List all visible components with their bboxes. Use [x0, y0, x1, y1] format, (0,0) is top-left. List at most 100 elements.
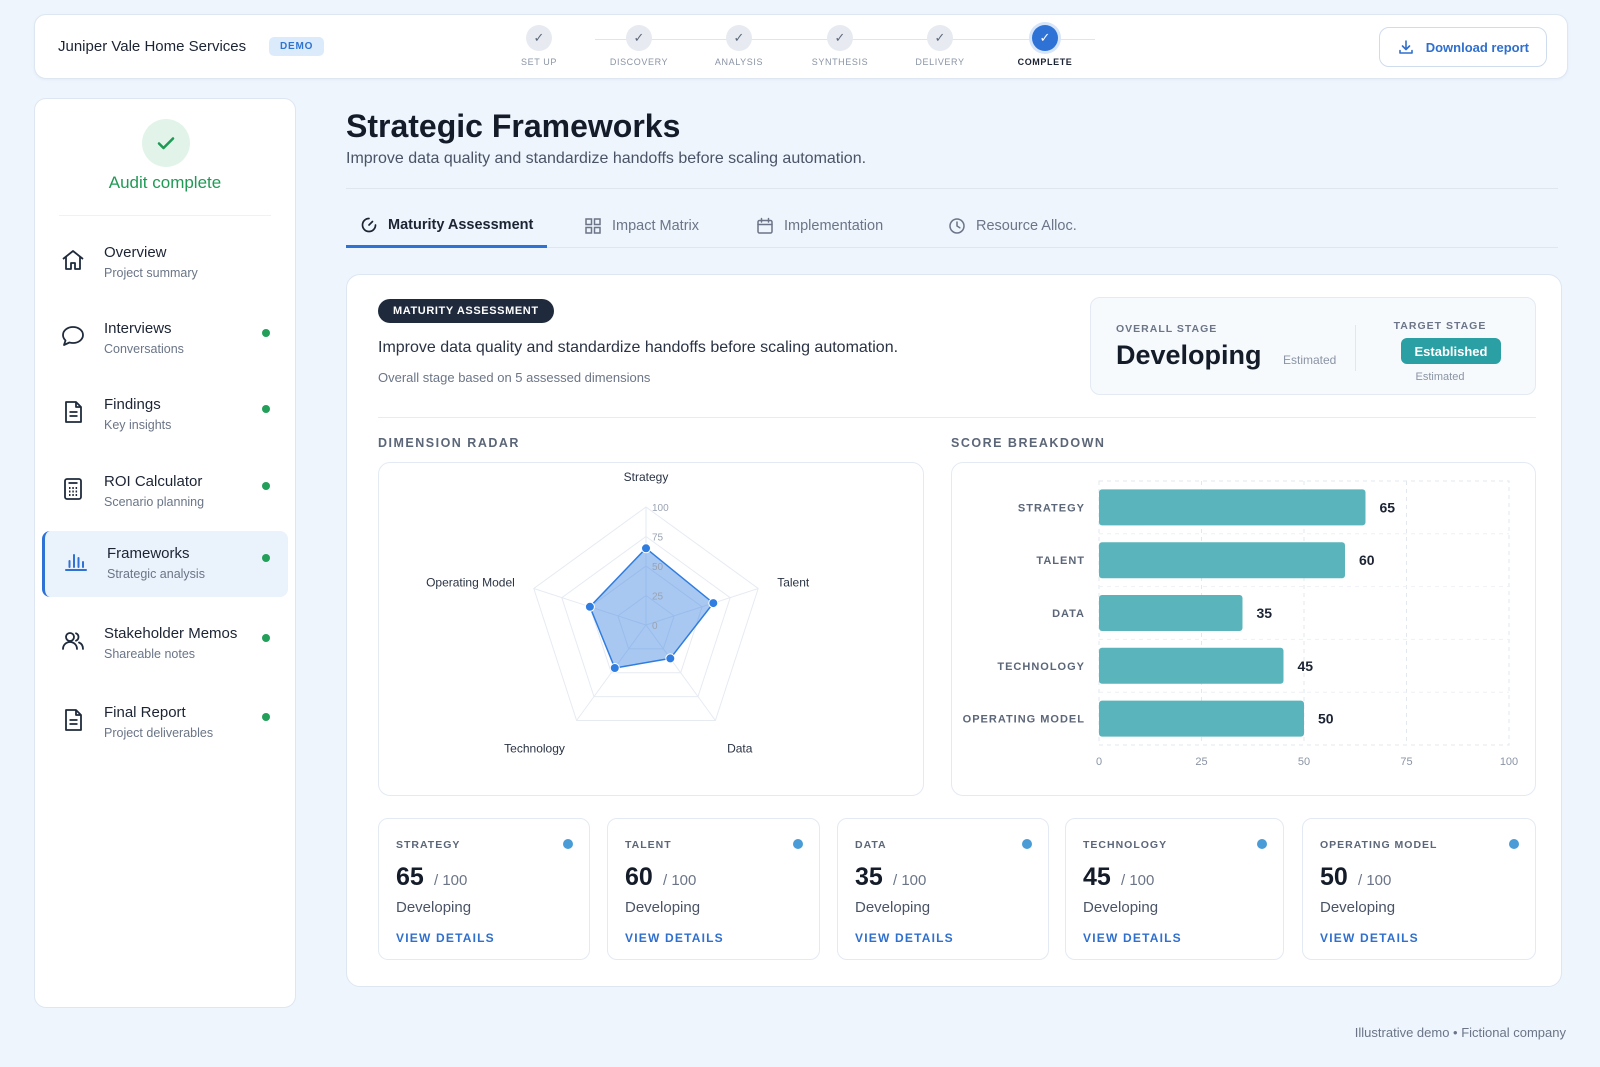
maturity-card: MATURITY ASSESSMENT Improve data quality… — [346, 274, 1562, 987]
step-setup[interactable]: ✓ SET UP — [494, 25, 584, 67]
sidebar-item-subtitle: Shareable notes — [104, 647, 196, 661]
radar-tick-label: 25 — [652, 592, 664, 603]
overall-stage-value: Developing — [1116, 340, 1262, 370]
target-stage-label: TARGET STAGE — [1393, 320, 1487, 332]
view-details-link[interactable]: VIEW DETAILS — [625, 931, 724, 945]
sidebar-item-subtitle: Strategic analysis — [107, 567, 205, 581]
status-dot — [563, 839, 573, 849]
tab-maturity-assessment[interactable]: Maturity Assessment — [346, 204, 548, 248]
dimension-stage: Developing — [1083, 899, 1159, 916]
check-icon: ✓ — [526, 25, 552, 51]
bar-category-label: STRATEGY — [1018, 502, 1085, 514]
sidebar-item-final-report[interactable]: Final Report Project deliverables — [42, 690, 288, 756]
dimension-card-technology[interactable]: TECHNOLOGY 45 / 100 Developing VIEW DETA… — [1065, 818, 1284, 960]
sidebar-item-frameworks[interactable]: Frameworks Strategic analysis — [42, 531, 288, 597]
radar-tick-label: 75 — [652, 533, 664, 544]
step-label: DELIVERY — [915, 57, 965, 67]
status-dot — [262, 554, 270, 562]
radar-point — [609, 663, 620, 673]
dimension-max: / 100 — [1358, 872, 1392, 889]
step-label: SYNTHESIS — [811, 57, 869, 67]
bar — [1099, 595, 1243, 631]
tab-implementation[interactable]: Implementation — [756, 204, 883, 248]
step-synthesis[interactable]: ✓ SYNTHESIS — [795, 25, 885, 67]
document-icon — [65, 401, 82, 423]
sidebar-item-overview[interactable]: Overview Project summary — [42, 230, 288, 296]
dimension-name: TECHNOLOGY — [1083, 839, 1168, 851]
overall-stage-note: Estimated — [1283, 353, 1337, 367]
radar-category-label: Strategy — [624, 470, 669, 484]
view-details-link[interactable]: VIEW DETAILS — [1083, 931, 1182, 945]
users-icon — [62, 632, 84, 650]
radar-title: DIMENSION RADAR — [378, 436, 520, 450]
step-label: COMPLETE — [1017, 57, 1073, 67]
tab-label: Resource Alloc. — [976, 218, 1077, 234]
bar-tick-label: 100 — [1500, 756, 1518, 768]
dimension-stage: Developing — [1320, 899, 1396, 916]
demo-badge: DEMO — [269, 37, 325, 56]
step-analysis[interactable]: ✓ ANALYSIS — [694, 25, 784, 67]
dimension-card-talent[interactable]: TALENT 60 / 100 Developing VIEW DETAILS — [607, 818, 820, 960]
card-note: Overall stage based on 5 assessed dimens… — [378, 370, 651, 385]
step-label: DISCOVERY — [609, 57, 669, 67]
radar-axis — [645, 624, 716, 721]
dimension-max: / 100 — [1121, 872, 1155, 889]
sidebar-item-interviews[interactable]: Interviews Conversations — [42, 306, 288, 372]
bar-category-label: OPERATING MODEL — [963, 714, 1085, 726]
status-dot — [262, 329, 270, 337]
sidebar-item-title: Overview — [104, 244, 167, 261]
bar-value-label: 60 — [1359, 552, 1375, 568]
bar-value-label: 45 — [1298, 658, 1314, 674]
check-icon: ✓ — [827, 25, 853, 51]
sidebar-item-subtitle: Project summary — [104, 266, 198, 280]
bar-tick-label: 75 — [1400, 756, 1412, 768]
dimension-stage: Developing — [855, 899, 931, 916]
sidebar-item-findings[interactable]: Findings Key insights — [42, 382, 288, 448]
tab-impact-matrix[interactable]: Impact Matrix — [584, 204, 699, 248]
tab-label: Maturity Assessment — [388, 216, 534, 233]
sidebar-item-stakeholder-memos[interactable]: Stakeholder Memos Shareable notes — [42, 611, 288, 677]
sidebar-item-title: Stakeholder Memos — [104, 625, 238, 642]
view-details-link[interactable]: VIEW DETAILS — [1320, 931, 1419, 945]
bar — [1099, 700, 1304, 737]
dimension-max: / 100 — [893, 872, 927, 889]
check-icon: ✓ — [1032, 25, 1058, 51]
step-discovery[interactable]: ✓ DISCOVERY — [594, 25, 684, 67]
view-details-link[interactable]: VIEW DETAILS — [855, 931, 954, 945]
tab-resource-alloc[interactable]: Resource Alloc. — [948, 204, 1077, 248]
step-delivery[interactable]: ✓ DELIVERY — [895, 25, 985, 67]
bar-chart-icon — [65, 554, 87, 571]
sidebar-item-title: Interviews — [104, 320, 172, 337]
bar-category-label: TECHNOLOGY — [997, 661, 1085, 673]
home-icon — [62, 250, 84, 270]
top-bar: Juniper Vale Home Services DEMO ✓ SET UP… — [34, 14, 1568, 79]
status-dot — [1022, 839, 1032, 849]
calendar-icon — [757, 217, 773, 234]
step-complete[interactable]: ✓ COMPLETE — [1000, 25, 1090, 67]
radar-tick-label: 100 — [652, 503, 669, 514]
bar — [1099, 489, 1366, 526]
step-label: ANALYSIS — [714, 57, 764, 67]
dimension-card-data[interactable]: DATA 35 / 100 Developing VIEW DETAILS — [837, 818, 1049, 960]
sidebar-item-roi-calculator[interactable]: ROI Calculator Scenario planning — [42, 459, 288, 525]
radar-point — [641, 543, 651, 554]
bar-value-label: 65 — [1380, 499, 1396, 515]
divider — [346, 188, 1558, 189]
divider — [1355, 325, 1356, 371]
download-report-button[interactable]: Download report — [1378, 27, 1547, 67]
bar-tick-label: 25 — [1195, 756, 1207, 768]
radar-grid-ring — [589, 565, 703, 674]
stage-summary: OVERALL STAGE Developing Estimated TARGE… — [1090, 297, 1536, 395]
dimension-score: 50 — [1320, 863, 1348, 891]
status-dot — [262, 634, 270, 642]
view-details-link[interactable]: VIEW DETAILS — [396, 931, 495, 945]
dimension-card-operating-model[interactable]: OPERATING MODEL 50 / 100 Developing VIEW… — [1302, 818, 1536, 960]
radar-point — [584, 601, 595, 612]
dimension-card-strategy[interactable]: STRATEGY 65 / 100 Developing VIEW DETAIL… — [378, 818, 590, 960]
radar-grid-ring — [533, 506, 759, 721]
audit-status: Audit complete — [108, 173, 222, 192]
radar-tick-label: 50 — [652, 562, 664, 573]
radar-axis — [645, 588, 759, 626]
radar-grid-ring — [561, 535, 731, 698]
chat-icon — [62, 326, 84, 346]
